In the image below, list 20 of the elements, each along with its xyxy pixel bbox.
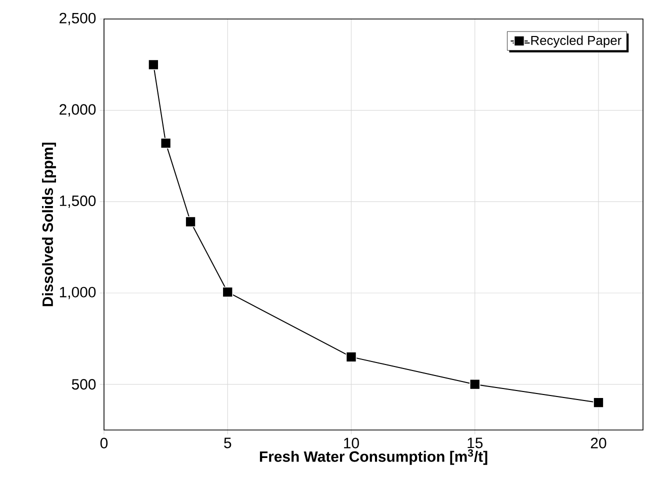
point [148,59,159,70]
point [222,286,234,298]
point [160,138,172,149]
y-tick-label: 1,500 [60,195,96,208]
point [469,378,480,390]
point [346,352,357,362]
x-tick-label: 5 [224,438,232,448]
y-tick-label: 1,000 [60,286,96,300]
x-axis-title: Fresh Water Consumption [m$^{3}$/t] [260,449,488,465]
y-tick-label: 2,000 [60,104,96,116]
y-axis-title: Dissolved Solids [ppm] [42,142,56,306]
y-tick-label: 2,500 [60,12,96,26]
point [593,397,604,408]
legend-label: Recycled Paper [531,36,622,48]
y-tick-label: 500 [72,379,96,390]
x-tick-label: 0 [100,438,108,448]
x-tick-label: 10 [344,438,359,448]
x-tick-label: 20 [590,438,606,448]
point [185,216,196,228]
x-tick-label: 15 [468,438,483,448]
